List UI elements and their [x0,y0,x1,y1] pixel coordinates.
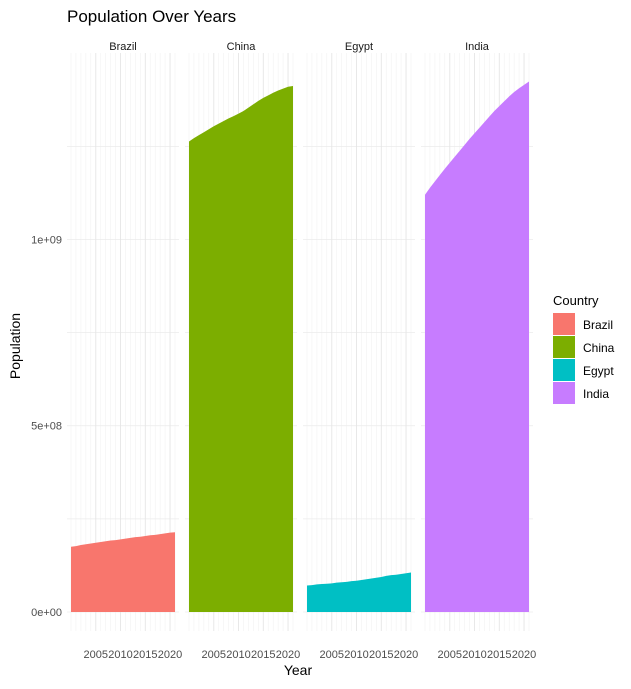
facet-strip-label: India [465,41,490,53]
y-tick-label: 1e+09 [31,234,62,246]
x-tick-label: 2015 [487,649,511,661]
legend-key-egypt [553,359,575,381]
facet-panel-china: China 2005 2010 2015 2020 [185,41,300,661]
x-tick-label: 2010 [226,649,250,661]
area-india [425,81,529,613]
legend-key-brazil [553,313,575,335]
legend-label: China [583,341,615,355]
x-tick-label: 2015 [251,649,275,661]
x-tick-label: 2015 [369,649,393,661]
legend-title: Country [553,293,599,308]
x-tick-label: 2005 [202,649,226,661]
x-tick-label: 2020 [276,649,300,661]
chart-title: Population Over Years [67,7,236,26]
x-axis-label: Year [284,662,313,678]
x-tick-label: 2020 [512,649,536,661]
facet-strip-label: Egypt [345,41,373,53]
legend-label: India [583,387,609,401]
x-tick-label: 2015 [133,649,157,661]
x-tick-label: 2010 [108,649,132,661]
x-tick-label: 2005 [438,649,462,661]
x-tick-label: 2010 [462,649,486,661]
x-tick-label: 2020 [394,649,418,661]
y-axis: 0e+00 5e+08 1e+09 [31,234,62,619]
x-tick-label: 2005 [320,649,344,661]
y-axis-label: Population [7,313,23,379]
area-china [189,86,293,612]
facet-strip-label: China [227,41,257,53]
legend-label: Egypt [583,364,614,378]
area-egypt [307,572,411,612]
x-tick-label: 2020 [158,649,182,661]
legend-key-india [553,382,575,404]
legend-label: Brazil [583,318,613,332]
legend: Country Brazil China Egypt India [553,293,615,404]
facet-panel-egypt: Egypt 2005 2010 2015 2020 [303,41,418,661]
y-tick-label: 5e+08 [31,421,62,433]
area-brazil [71,532,175,612]
x-tick-label: 2010 [344,649,368,661]
facet-panel-brazil: Brazil 2005 2010 2015 2020 [67,41,182,661]
x-tick-label: 2005 [84,649,108,661]
y-tick-label: 0e+00 [31,607,62,619]
legend-key-china [553,336,575,358]
facet-strip-label: Brazil [109,41,137,53]
facet-panel-india: India 2005 2010 2015 2020 [421,41,536,661]
